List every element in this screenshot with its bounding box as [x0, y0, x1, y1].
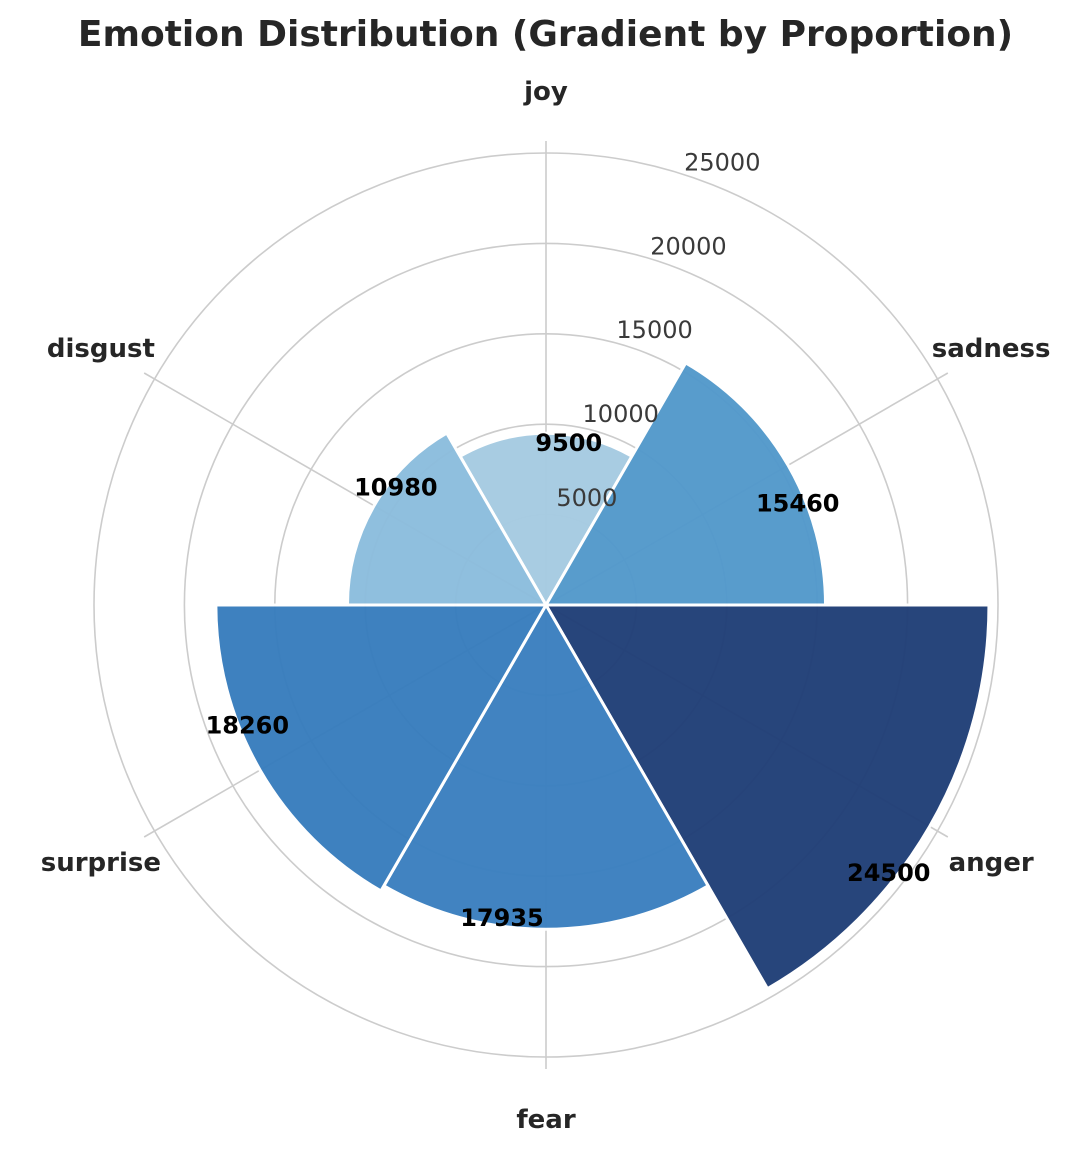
category-label-anger: anger	[949, 848, 1034, 878]
radial-tick-label: 20000	[650, 232, 726, 260]
bar-anger	[543, 603, 991, 991]
bar-sadness	[543, 360, 828, 607]
category-label-sadness: sadness	[932, 334, 1051, 364]
bar-disgust	[345, 431, 549, 607]
category-label-joy: joy	[523, 77, 568, 107]
bar-joy	[458, 431, 634, 609]
bar-fear	[381, 601, 711, 931]
radial-tick-label: 25000	[684, 148, 760, 176]
bars-layer	[214, 360, 991, 991]
chart-title: Emotion Distribution (Gradient by Propor…	[77, 14, 1014, 55]
radial-tick-label: 10000	[583, 400, 659, 428]
category-labels: joy sadness anger fear surprise disgust	[41, 77, 1051, 1135]
value-label-surprise: 18260	[206, 712, 290, 740]
radial-ticks: 5000 10000 15000 20000 25000	[556, 148, 760, 511]
value-label-anger: 24500	[847, 859, 931, 887]
bar-surprise	[214, 603, 549, 893]
radial-tick-label: 5000	[556, 484, 617, 512]
value-label-disgust: 10980	[354, 474, 438, 502]
value-labels: 9500 15460 24500 17935 18260 10980	[206, 429, 931, 932]
radial-tick-label: 15000	[616, 316, 692, 344]
value-label-fear: 17935	[460, 904, 544, 932]
category-label-disgust: disgust	[47, 334, 155, 364]
category-label-surprise: surprise	[41, 848, 161, 878]
value-label-sadness: 15460	[756, 489, 840, 517]
value-label-joy: 9500	[535, 429, 602, 457]
category-label-fear: fear	[516, 1105, 575, 1135]
